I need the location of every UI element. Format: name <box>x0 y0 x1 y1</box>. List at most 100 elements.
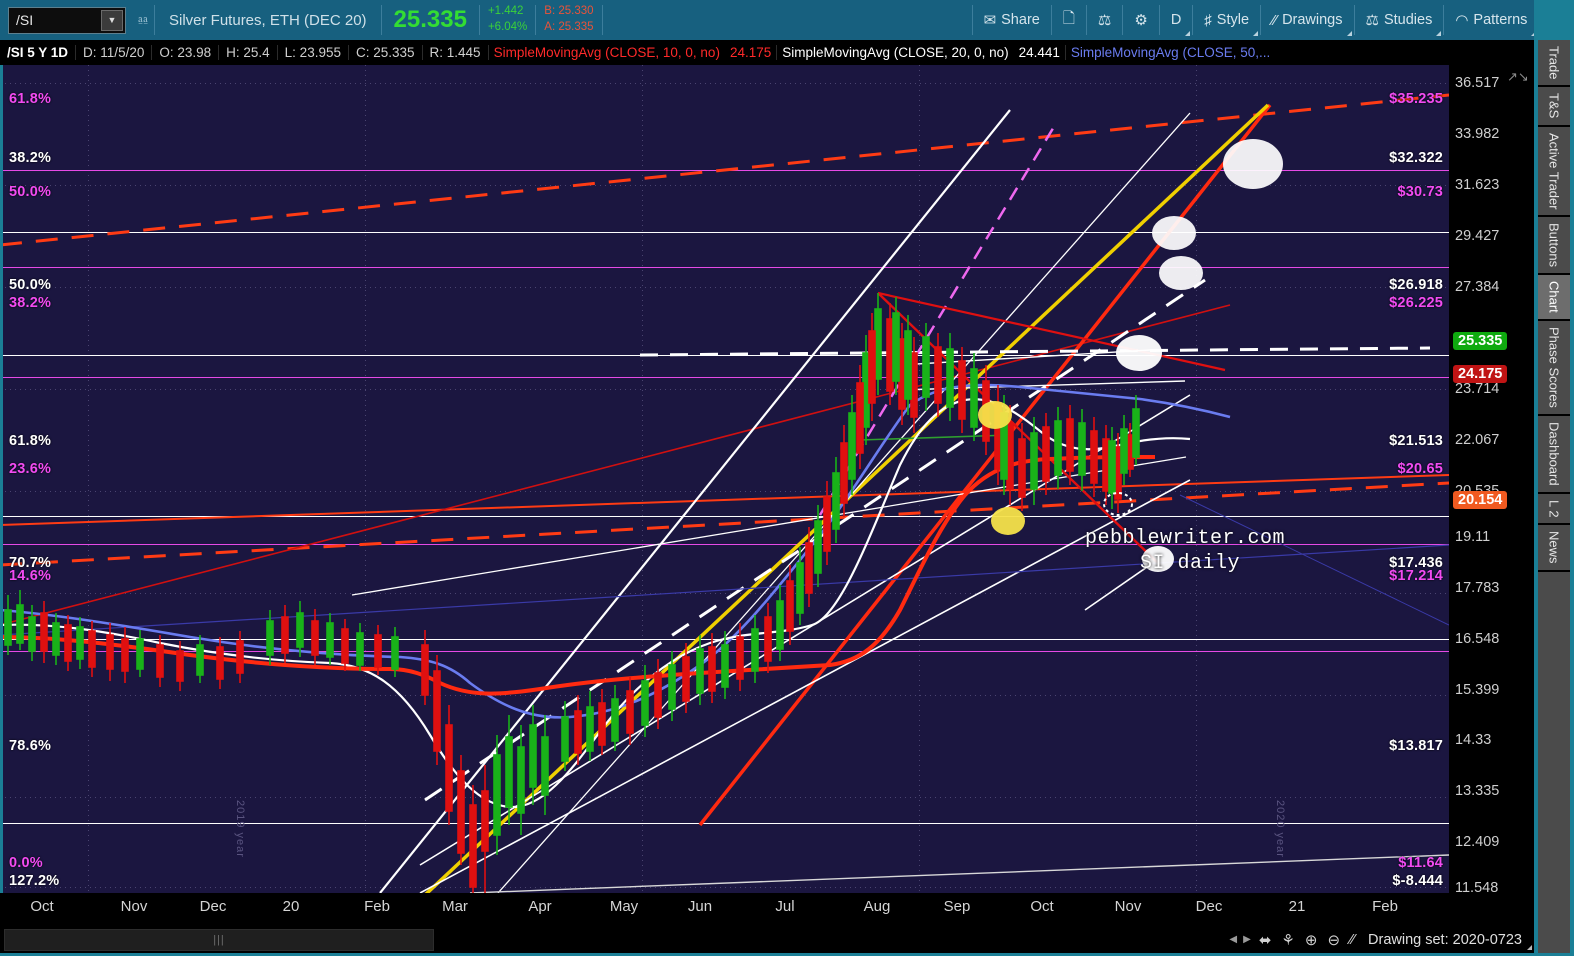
fib-label-left: 50.0% <box>9 184 52 200</box>
sidebar-item-chart[interactable]: Chart <box>1538 275 1570 322</box>
axis-scale-icon[interactable]: ↗↘ <box>1507 69 1529 84</box>
fib-label-left: 78.6% <box>9 738 52 754</box>
sma20-label[interactable]: SimpleMovingAvg (CLOSE, 20, 0, no) <box>776 45 1013 60</box>
highlight-circle-yellow <box>978 401 1012 429</box>
dropdown-corner-icon <box>1346 31 1352 36</box>
divider <box>380 5 382 35</box>
last-price-badge: 25.335 <box>1453 332 1508 350</box>
gridline-h <box>0 593 1449 594</box>
chart-scrollbar[interactable]: ||| <box>4 928 734 951</box>
next-arrow-icon[interactable]: ▶ <box>1243 934 1251 945</box>
fib-line <box>0 516 1449 517</box>
candle-group-left <box>4 590 399 691</box>
prev-arrow-icon[interactable]: ◀ <box>1229 934 1238 945</box>
trendline-dashed-lower <box>0 481 1449 567</box>
sidebar-filler <box>1538 571 1570 956</box>
gridline-h <box>0 887 1449 888</box>
fib-label-left: 14.6% <box>9 568 52 584</box>
x-tick: Sep <box>943 898 971 915</box>
sidebar-item-dashboard[interactable]: Dashboard <box>1538 416 1570 494</box>
x-tick: Feb <box>1372 898 1398 915</box>
gridline-h <box>0 83 1449 84</box>
ohlc-low: L: 23.955 <box>276 45 348 60</box>
note-icon: 🗋 <box>1062 9 1075 27</box>
change-pct: +6.04% <box>487 21 528 33</box>
drawings-button[interactable]: ⁄⁄ Drawings <box>1261 0 1353 40</box>
ohlc-open: O: 23.98 <box>151 45 218 60</box>
y-tick: 36.517 <box>1455 75 1500 91</box>
trendline-main-red <box>698 103 1272 827</box>
pan-icon[interactable]: ⬌ <box>1258 931 1272 949</box>
fib-line <box>0 544 1449 545</box>
sidebar-item-phase-scores[interactable]: Phase Scores <box>1538 321 1570 417</box>
x-tick: 20 <box>282 898 300 915</box>
settings-button[interactable]: ⚙ <box>1123 0 1158 40</box>
divider <box>154 5 155 35</box>
sma10-line <box>0 455 1156 696</box>
measure-icon[interactable]: ⁄⁄ <box>1350 931 1356 948</box>
y-tick: 23.714 <box>1455 381 1500 397</box>
divider <box>971 5 973 35</box>
patterns-label: Patterns <box>1473 12 1528 28</box>
ohlc-close: C: 25.335 <box>347 45 422 60</box>
sma20-line <box>0 398 1191 809</box>
fib-line <box>0 355 1449 356</box>
right-sidebar: Trade T&S Active Trader Buttons Chart Ph… <box>1534 0 1574 956</box>
sma10-price-badge: 24.175 <box>1453 365 1508 383</box>
price-chart-canvas[interactable]: 2019 year 2020 year pebblewriter.com SI … <box>0 65 1449 893</box>
style-button[interactable]: ♯ Style <box>1193 0 1260 40</box>
timeframe-button[interactable]: D <box>1160 0 1192 40</box>
studies-label: Studies <box>1383 12 1433 28</box>
flask-button[interactable]: ⚖ <box>1087 0 1122 40</box>
gridline-v <box>365 65 366 893</box>
sidebar-item-l2[interactable]: L 2 <box>1538 493 1570 526</box>
sidebar-tabs: Trade T&S Active Trader Buttons Chart Ph… <box>1538 40 1570 956</box>
flask-icon: ⚖ <box>1097 12 1112 29</box>
symbol-selector[interactable]: /SI ▼ <box>0 0 132 40</box>
status-bar: ||| ◀ ▶ ⬌ ⚘ ⊕ ⊖ ⁄⁄ Drawing set: 2020-072… <box>0 923 1534 956</box>
fib-line <box>0 232 1449 233</box>
y-tick: 31.623 <box>1455 177 1500 193</box>
year-marker-2020: 2020 year <box>1274 800 1286 858</box>
symbol-input[interactable]: /SI ▼ <box>8 6 126 34</box>
sidebar-item-news[interactable]: News <box>1538 525 1570 572</box>
sidebar-item-active-trader[interactable]: Active Trader <box>1538 126 1570 218</box>
sidebar-item-buttons[interactable]: Buttons <box>1538 217 1570 276</box>
trendline-blue-faint2 <box>1179 494 1449 626</box>
highlight-circle-dotted <box>1103 492 1133 516</box>
toolbar-spacer <box>603 0 972 40</box>
drawing-set-label[interactable]: Drawing set: 2020-0723 <box>1360 932 1534 950</box>
link-icon[interactable]: ⎂ <box>136 11 149 29</box>
zoom-out-icon[interactable]: ⊖ <box>1327 931 1341 949</box>
share-button[interactable]: ✉ Share <box>973 0 1051 40</box>
divider <box>1443 5 1445 35</box>
trendline-price-badge: 20.154 <box>1453 491 1508 509</box>
studies-button[interactable]: ⚖ Studies <box>1355 0 1444 40</box>
zoom-in-icon[interactable]: ⊕ <box>1304 931 1318 949</box>
dropdown-corner-icon <box>1185 31 1191 36</box>
y-tick: 19.11 <box>1455 529 1491 545</box>
highlight-circle <box>1116 335 1162 371</box>
y-tick: 12.409 <box>1455 834 1500 850</box>
price-label-right: $26.918 <box>1389 277 1443 293</box>
y-tick: 11.548 <box>1455 880 1499 896</box>
crosshair-icon[interactable]: ⚘ <box>1281 931 1295 949</box>
sma50-label[interactable]: SimpleMovingAvg (CLOSE, 50,... <box>1064 45 1275 60</box>
sidebar-item-ts[interactable]: T&S <box>1538 87 1570 127</box>
sidebar-item-trade[interactable]: Trade <box>1538 40 1570 88</box>
sma10-label[interactable]: SimpleMovingAvg (CLOSE, 10, 0, no) <box>487 45 725 60</box>
candle-group-consolidation <box>886 297 1140 513</box>
price-axis[interactable]: ↗↘ 36.517 33.982 31.623 29.427 27.384 23… <box>1449 65 1534 896</box>
fib-label-left: 61.8% <box>9 433 52 449</box>
date-axis[interactable]: Oct Nov Dec 20 Feb Mar Apr May Jun Jul A… <box>0 893 1534 923</box>
fib-label-left: 70.7% <box>9 555 52 571</box>
resistance-dashed-white <box>639 346 1431 357</box>
y-tick: 15.399 <box>1455 682 1500 698</box>
scrollbar-thumb[interactable]: ||| <box>4 928 434 951</box>
note-button[interactable]: 🗋 <box>1052 0 1086 40</box>
trendline-dashed-upper <box>0 93 1449 247</box>
chevron-down-icon[interactable]: ▼ <box>101 9 123 31</box>
patterns-button[interactable]: ◠ Patterns <box>1444 0 1538 40</box>
y-tick: 16.548 <box>1455 631 1500 647</box>
last-price: 25.335 <box>393 6 467 33</box>
